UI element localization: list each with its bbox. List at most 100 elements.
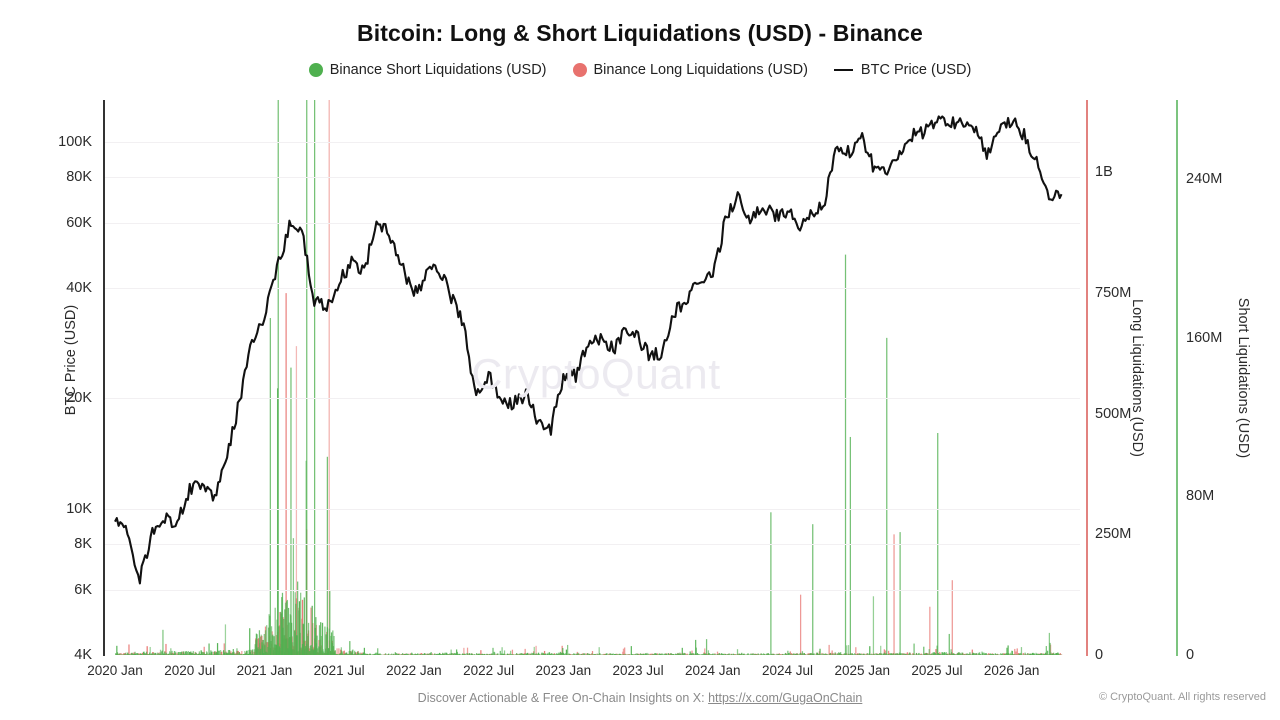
liquidation-bar [822,653,824,655]
liquidation-bar [637,653,639,655]
axis-spine-price [103,100,106,656]
y-tick-price-20K: 20K [66,390,92,407]
liquidation-bar [645,653,647,655]
liquidation-bar [695,647,697,655]
liquidation-bar [277,100,279,655]
liquidation-bar [897,653,899,655]
liquidation-bar [849,436,851,655]
liquidation-bar [263,634,265,655]
liquidation-bar [598,647,600,655]
gridline [105,287,1080,289]
liquidation-bar [452,653,455,655]
liquidation-bar [347,653,349,655]
liquidation-bar [363,647,366,655]
liquidation-bar [125,652,127,655]
liquidation-bar [237,652,239,655]
liquidation-bar [582,654,584,655]
liquidation-bar [315,617,317,655]
liquidation-bar [1059,654,1061,655]
liquidation-bar [937,433,939,655]
liquidation-bar [361,652,363,655]
liquidation-bar [818,654,820,655]
liquidation-bar [431,653,433,655]
liquidation-bar [151,653,153,655]
liquidation-bar [209,652,211,655]
liquidation-bars [115,100,1063,655]
footer-promo-link[interactable]: https://x.com/GugaOnChain [708,691,863,705]
footer-copyright: © CryptoQuant. All rights reserved [1098,691,1266,703]
liquidation-bar [846,645,848,655]
liquidation-bar [844,254,847,655]
liquidation-bar [614,654,617,655]
liquidation-bar [893,534,895,655]
liquidation-bar [224,624,227,655]
liquidation-bar [841,654,843,655]
liquidation-bar [796,653,798,655]
liquidation-bar [184,651,187,655]
liquidation-bar [914,654,916,655]
liquidation-bar [823,654,825,655]
liquidation-bar [1053,654,1055,655]
liquidation-bar [665,653,668,655]
legend-item-price[interactable]: BTC Price (USD) [833,62,971,78]
liquidation-bar [191,652,193,655]
liquidation-bar [202,652,204,655]
liquidation-bar [538,653,540,655]
liquidation-bar [145,651,148,655]
liquidation-bar [378,653,380,655]
liquidation-bar [466,647,469,655]
liquidation-bar [156,652,159,655]
liquidation-bar [298,601,301,655]
liquidation-bar [135,653,137,655]
liquidation-bar [570,654,572,655]
liquidation-bar [972,652,974,655]
liquidation-bar [1045,646,1047,655]
liquidation-bar [809,653,811,655]
y-tick-short-0: 0 [1186,647,1195,663]
liquidation-bar [321,622,324,655]
liquidation-bar [147,653,149,655]
liquidation-bar [329,591,331,655]
liquidation-bar [812,524,814,655]
liquidation-bar [172,652,174,655]
liquidation-bar [874,654,876,655]
liquidation-bar [463,647,465,655]
x-tick-2025-jan: 2025 Jan [834,663,890,678]
liquidation-bar [887,650,890,655]
y-tick-short-160M: 160M [1186,329,1223,346]
legend-label-short: Binance Short Liquidations (USD) [329,62,547,78]
liquidation-bar [338,648,340,655]
liquidation-bar [171,650,173,655]
liquidation-bar [318,625,321,655]
liquidation-bar [396,653,398,655]
liquidation-bar [686,653,688,655]
liquidation-bar [961,652,964,655]
liquidation-bar [716,653,719,655]
liquidation-bar [190,651,192,655]
liquidation-bar [1026,653,1029,655]
liquidation-bar [1022,653,1024,655]
liquidation-bar [568,653,571,655]
liquidation-bar [857,653,859,655]
legend-item-long[interactable]: Binance Long Liquidations (USD) [572,62,808,78]
gridline [105,223,1080,225]
liquidation-bar [1059,653,1061,655]
liquidation-bar [591,651,594,655]
liquidation-bar [567,644,569,655]
liquidation-bar [847,645,850,655]
liquidation-bar [241,651,243,655]
liquidation-bar [575,654,577,655]
liquidation-bar [870,654,872,655]
liquidation-bar [543,650,546,655]
liquidation-bar [764,653,766,655]
liquidation-bar [731,654,733,655]
liquidation-bar [274,607,276,655]
legend-item-short[interactable]: Binance Short Liquidations (USD) [308,62,547,78]
liquidation-bar [554,653,556,655]
liquidation-bar [447,654,449,655]
liquidation-bar [779,654,782,655]
liquidation-bar [372,653,375,655]
liquidation-bar [973,653,975,655]
liquidation-bar [684,653,686,655]
liquidation-bar [536,654,538,655]
